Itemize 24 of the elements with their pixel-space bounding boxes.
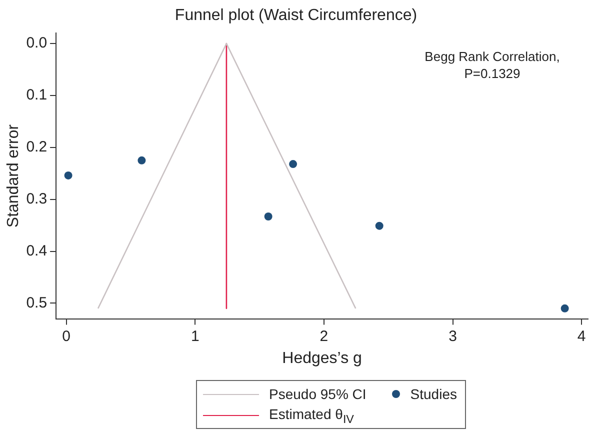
x-tick-label: 3 <box>448 328 457 345</box>
point <box>264 212 272 221</box>
x-tick-label: 1 <box>190 328 200 345</box>
y-tick-label: 0.5 <box>26 294 48 312</box>
legend-label: Estimated θ$_{IV}$ <box>269 406 354 426</box>
point <box>138 156 146 164</box>
x-tick-label: 2 <box>320 328 328 345</box>
x-tick-label: 4 <box>577 328 586 345</box>
point <box>375 222 384 230</box>
y-tick-label: 0.2 <box>26 138 48 156</box>
y-tick-label: 0.3 <box>26 190 48 208</box>
y-tick-label: 0.0 <box>26 34 48 52</box>
point <box>560 304 569 312</box>
x-axis-title: Hedges’s g <box>282 350 362 367</box>
point <box>64 171 72 180</box>
y-tick-label: 0.4 <box>26 242 48 260</box>
x-tick-label: 0 <box>62 328 71 345</box>
legend-label: Pseudo 95% CI <box>269 386 366 402</box>
annotation: Begg Rank Correlation, P=0.1329 <box>424 49 560 82</box>
y-axis-title: Standard error <box>5 124 22 228</box>
point <box>289 160 298 168</box>
chart-title: Funnel plot (Waist Circumference) <box>174 7 418 24</box>
legend-label: Studies <box>410 386 457 402</box>
y-tick-label: 0.1 <box>26 86 48 104</box>
